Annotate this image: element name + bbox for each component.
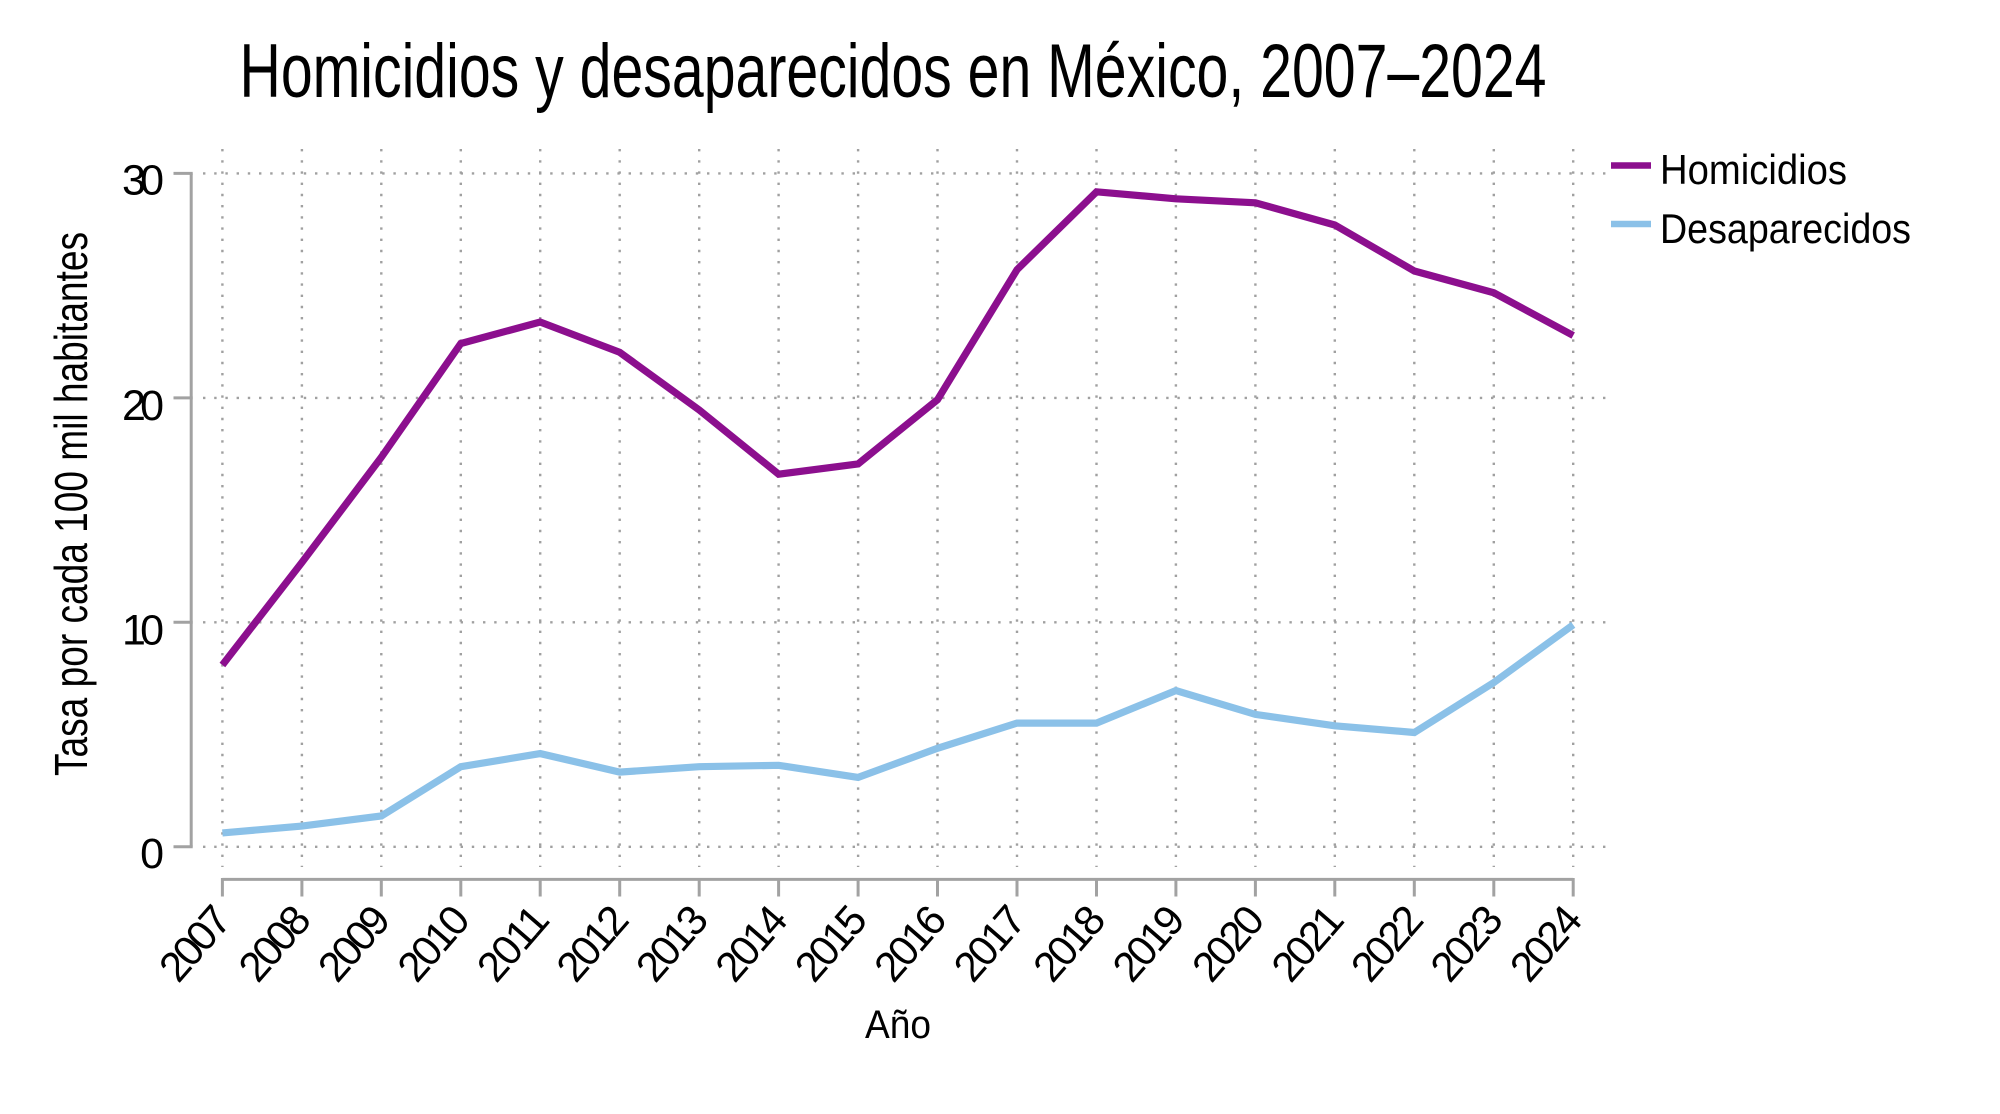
svg-text:10: 10 [122, 607, 164, 655]
svg-text:Homicidios y desaparecidos en: Homicidios y desaparecidos en México, 20… [240, 29, 1547, 114]
svg-text:30: 30 [122, 157, 164, 205]
svg-text:Año: Año [865, 1003, 931, 1047]
svg-text:0: 0 [140, 830, 164, 878]
svg-text:Tasa por cada 100 mil habitant: Tasa por cada 100 mil habitantes [45, 232, 97, 776]
svg-text:Desaparecidos: Desaparecidos [1660, 205, 1911, 252]
svg-text:Homicidios: Homicidios [1660, 146, 1847, 193]
svg-text:20: 20 [122, 382, 164, 430]
